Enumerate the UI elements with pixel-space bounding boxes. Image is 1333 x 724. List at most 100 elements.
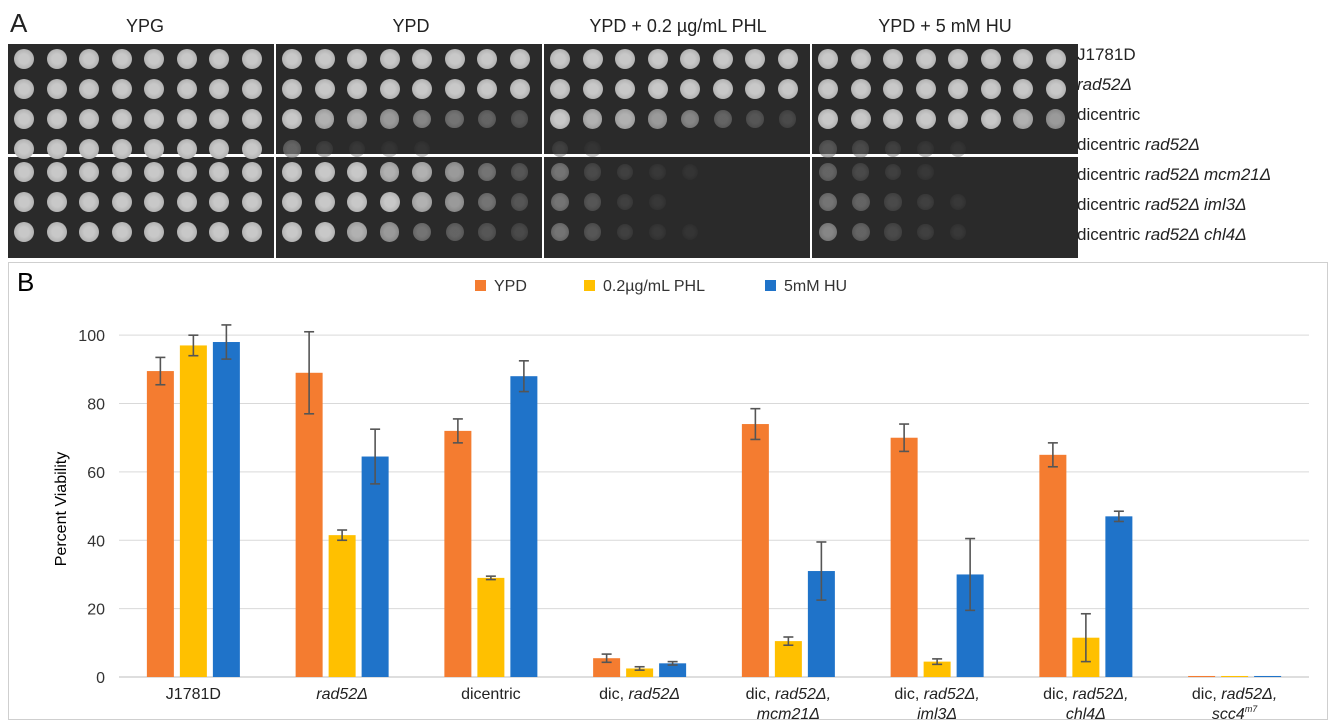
colony-spot bbox=[917, 193, 934, 211]
bar bbox=[444, 430, 472, 677]
strain-label-2: rad52Δ bbox=[1077, 75, 1132, 94]
bar bbox=[179, 345, 207, 677]
plate-title-ypd: YPD bbox=[392, 16, 430, 36]
colony-spot bbox=[550, 192, 570, 212]
colony-spot bbox=[850, 109, 871, 129]
colony-spot bbox=[144, 79, 164, 99]
colony-spot bbox=[1013, 79, 1033, 99]
y-tick-label: 80 bbox=[87, 397, 105, 414]
colony-spot bbox=[884, 140, 902, 158]
colony-spot bbox=[314, 192, 335, 212]
colony-spot bbox=[347, 79, 367, 99]
colony-spot bbox=[241, 222, 262, 242]
colony-spot bbox=[46, 162, 67, 182]
colony-spot bbox=[111, 49, 132, 69]
colony-spot bbox=[379, 192, 400, 212]
colony-spot bbox=[46, 109, 67, 129]
colony-spot bbox=[582, 79, 603, 99]
colony-spot bbox=[647, 109, 668, 129]
colony-spot bbox=[144, 222, 164, 242]
colony-spot bbox=[551, 140, 569, 158]
bar bbox=[510, 376, 538, 677]
colony-spot bbox=[314, 162, 335, 182]
colony-spot bbox=[1013, 49, 1033, 69]
colony-spot bbox=[478, 223, 496, 241]
colony-spot bbox=[949, 193, 967, 211]
colony-spot bbox=[111, 162, 132, 182]
colony-spot bbox=[819, 163, 837, 181]
colony-spot bbox=[851, 140, 870, 158]
bar bbox=[212, 342, 240, 677]
colony-spot bbox=[282, 109, 302, 129]
x-tick-label-line2: chl4Δ bbox=[1066, 706, 1106, 719]
plate-image bbox=[544, 44, 810, 258]
colony-spot bbox=[144, 192, 164, 212]
colony-spot bbox=[282, 79, 302, 99]
bar bbox=[774, 641, 802, 677]
colony-spot bbox=[209, 49, 229, 69]
plate-divider bbox=[544, 154, 810, 157]
colony-spot bbox=[819, 140, 837, 158]
colony-spot bbox=[850, 49, 871, 69]
colony-spot bbox=[616, 223, 634, 241]
colony-spot bbox=[347, 49, 367, 69]
colony-spot bbox=[510, 163, 529, 181]
colony-spot bbox=[282, 222, 302, 242]
colony-spot bbox=[649, 223, 666, 241]
colony-spot bbox=[745, 49, 765, 69]
colony-spot bbox=[111, 109, 132, 129]
colony-spot bbox=[412, 79, 432, 99]
colony-spot bbox=[444, 192, 465, 212]
colony-spot bbox=[347, 192, 367, 212]
colony-spot bbox=[980, 109, 1001, 129]
plate-title-phl: YPD + 0.2 µg/mL PHL bbox=[589, 16, 767, 36]
colony-spot bbox=[1045, 79, 1066, 99]
colony-spot bbox=[314, 222, 335, 242]
bar bbox=[1221, 675, 1249, 677]
colony-spot bbox=[510, 110, 529, 128]
colony-spot bbox=[851, 193, 870, 211]
colony-spot bbox=[241, 49, 262, 69]
y-tick-label: 40 bbox=[87, 533, 105, 550]
colony-spot bbox=[348, 140, 366, 158]
colony-spot bbox=[510, 193, 529, 211]
colony-spot bbox=[444, 162, 465, 182]
bar bbox=[626, 668, 654, 677]
colony-spot bbox=[79, 79, 99, 99]
bar bbox=[741, 424, 769, 677]
colony-spot bbox=[46, 49, 67, 69]
strain-label-3: dicentric bbox=[1077, 105, 1141, 124]
colony-spot bbox=[79, 49, 99, 69]
colony-spot bbox=[917, 140, 934, 158]
colony-spot bbox=[412, 109, 432, 129]
bar bbox=[1039, 454, 1067, 677]
plate-divider bbox=[276, 154, 542, 157]
colony-spot bbox=[1045, 49, 1066, 69]
colony-spot bbox=[550, 109, 570, 129]
panel-b: B 0 20 40 60 80 100 YPD 0.2µg/mL PHL 5mM HU J17… bbox=[8, 262, 1328, 723]
colony-spot bbox=[777, 49, 798, 69]
colony-spot bbox=[282, 49, 302, 69]
plate-image bbox=[276, 44, 542, 258]
colony-spot bbox=[948, 79, 968, 99]
colony-spot bbox=[615, 109, 635, 129]
strain-label-7: dicentric rad52Δ chl4Δ bbox=[1077, 225, 1247, 244]
colony-spot bbox=[583, 223, 602, 241]
colony-spot bbox=[948, 109, 968, 129]
colony-spot bbox=[316, 140, 333, 158]
colony-spot bbox=[584, 140, 601, 158]
colony-spot bbox=[818, 49, 838, 69]
colony-spot bbox=[241, 139, 262, 159]
colony-spot bbox=[477, 192, 497, 212]
colony-spot bbox=[14, 192, 34, 212]
plate-image bbox=[8, 44, 274, 258]
colony-spot bbox=[176, 139, 197, 159]
bar bbox=[1188, 675, 1216, 677]
spot-plates bbox=[8, 44, 1078, 258]
legend-label: 5mM HU bbox=[784, 278, 847, 295]
colony-spot bbox=[550, 162, 570, 182]
x-tick-label: dicentric bbox=[461, 686, 521, 703]
colony-spot bbox=[14, 79, 34, 99]
colony-spot bbox=[712, 79, 733, 99]
x-tick-label-line2: scc4m7 bbox=[1212, 704, 1258, 719]
